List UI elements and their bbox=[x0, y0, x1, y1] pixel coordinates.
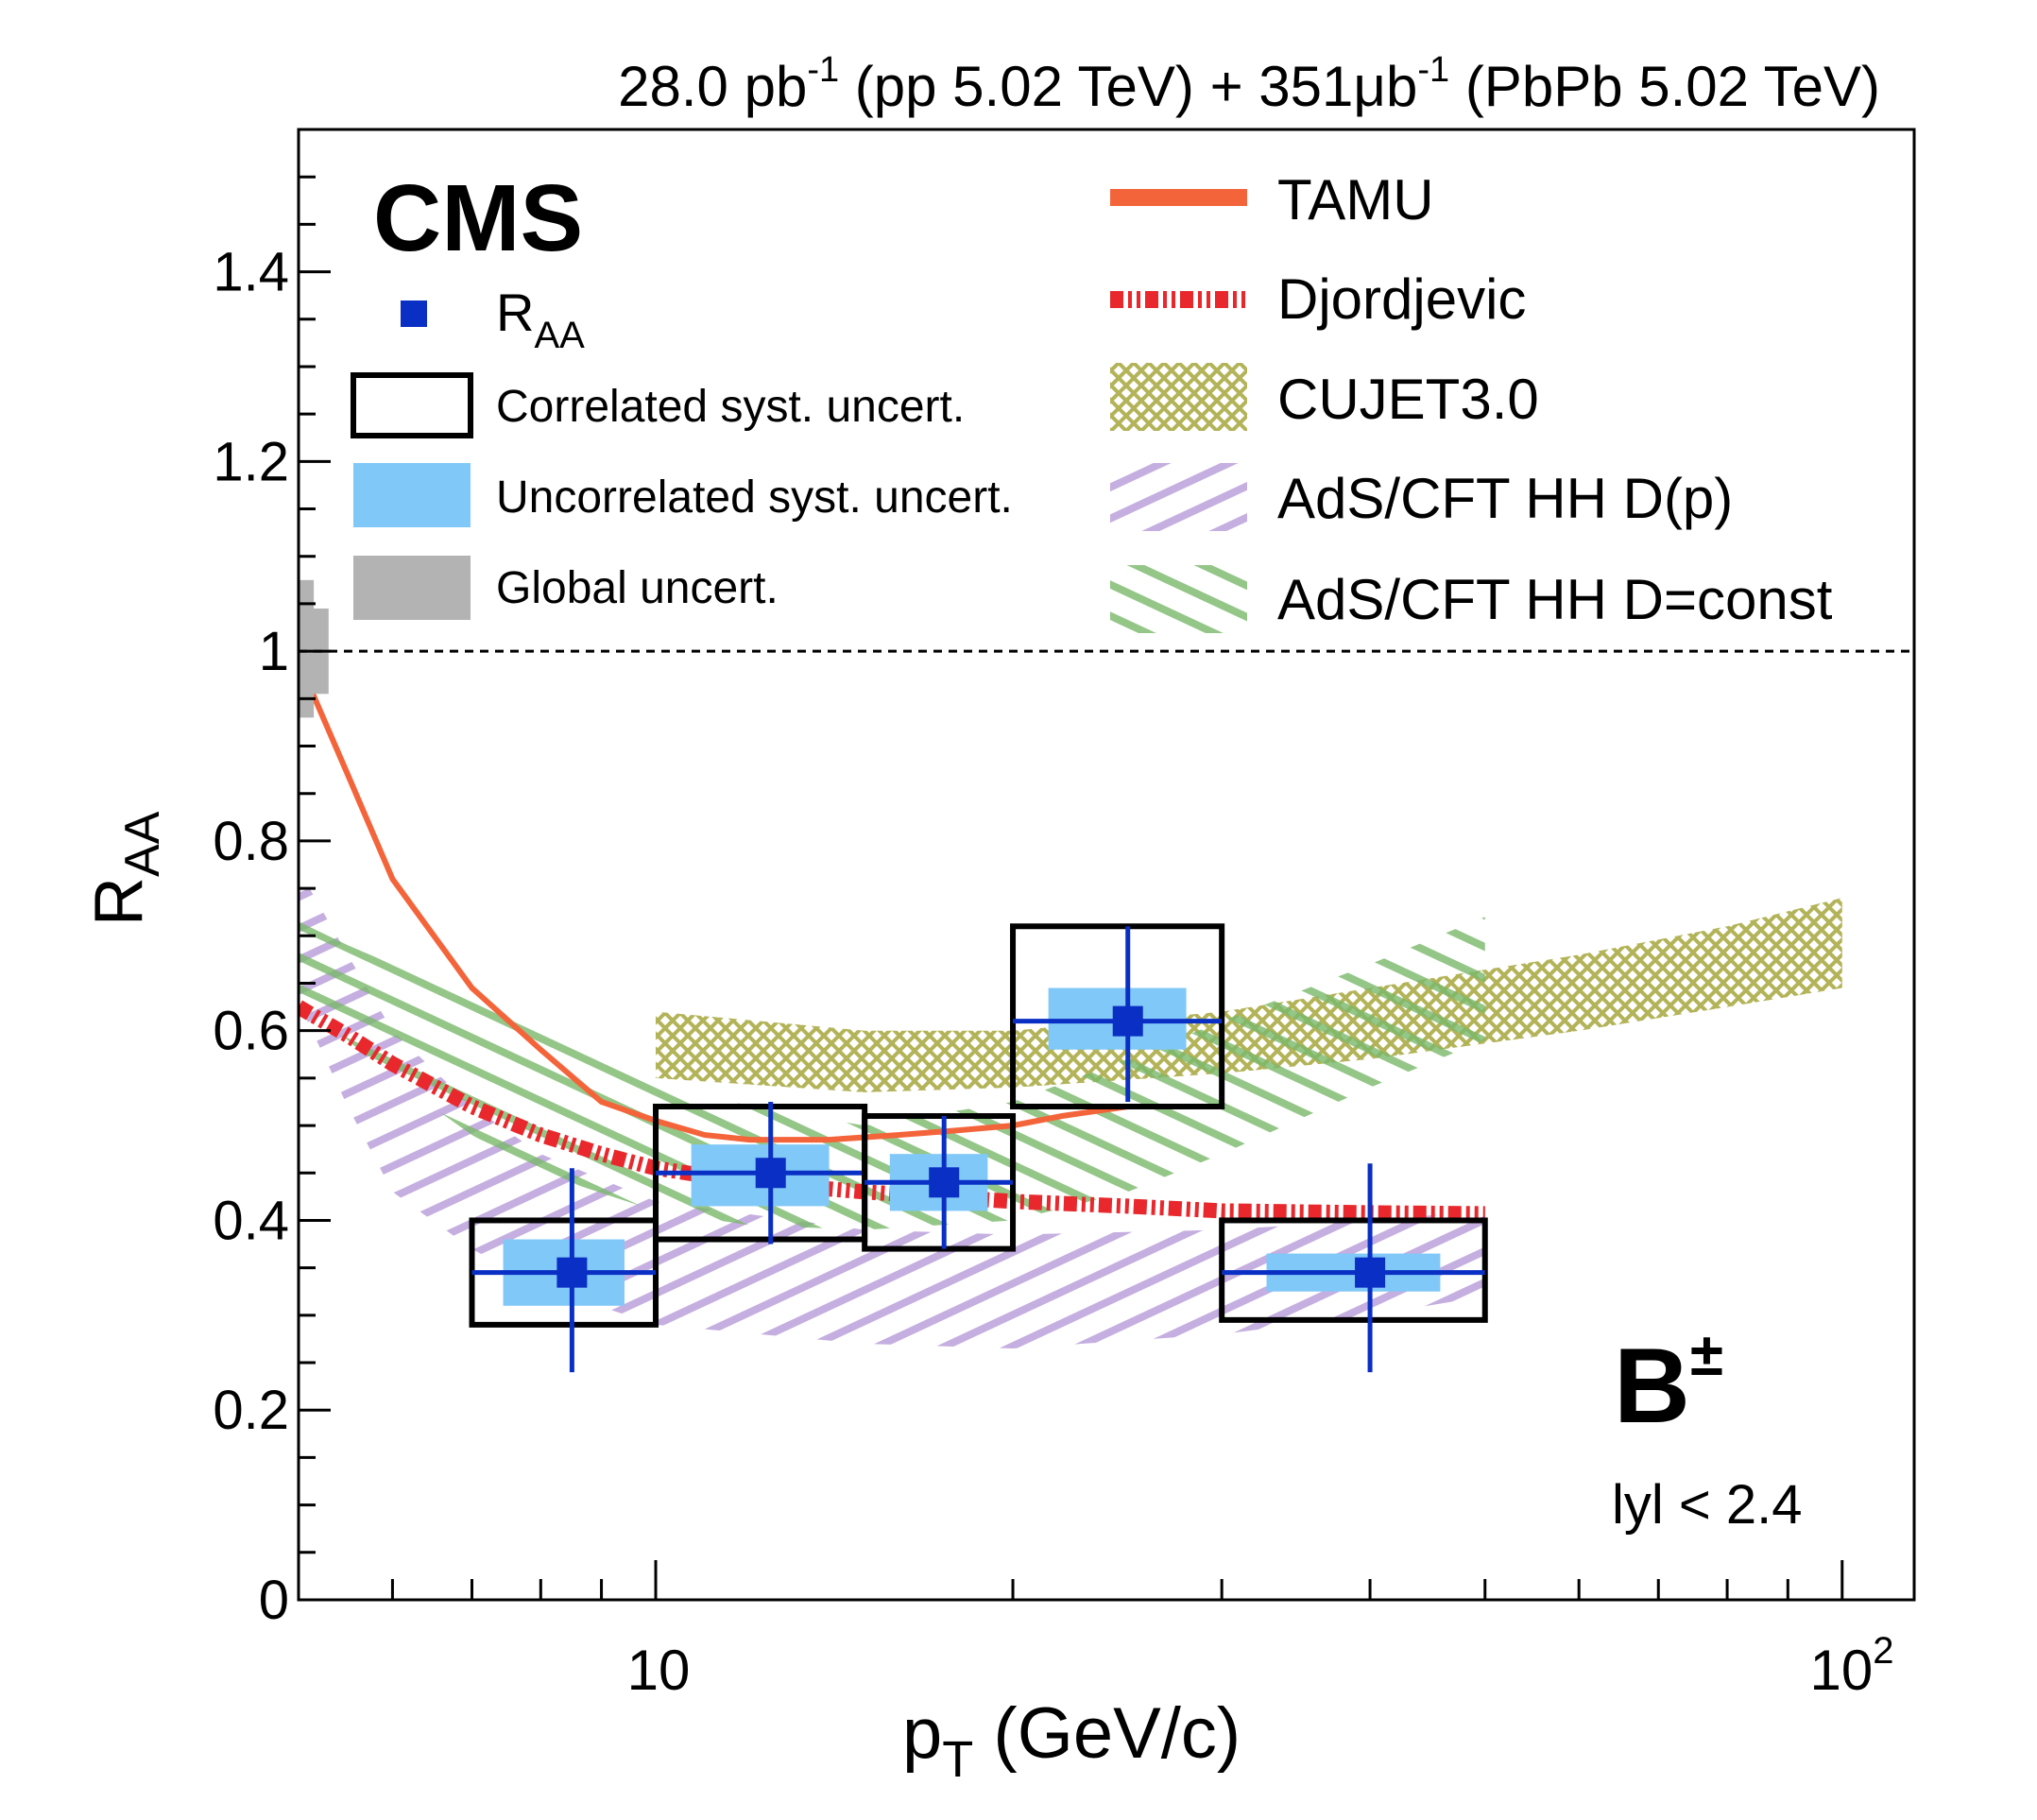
lumi-pp-tail: (pp 5.02 TeV) + 351 bbox=[839, 55, 1353, 118]
particle-charge: ± bbox=[1690, 1320, 1723, 1388]
particle-symbol: B bbox=[1614, 1327, 1690, 1445]
y-tick-label-0: 0 bbox=[259, 1570, 289, 1631]
plot-frame bbox=[297, 128, 1916, 1602]
legend-uncorr-swatch bbox=[353, 463, 471, 527]
data-point-4 bbox=[1355, 1257, 1386, 1288]
cujet-band bbox=[656, 898, 1842, 1092]
y-tick-label-7: 1.4 bbox=[213, 242, 289, 303]
y-tick-label-4: 0.8 bbox=[213, 811, 289, 872]
data-layer bbox=[299, 579, 1488, 1373]
data-point-2 bbox=[929, 1167, 960, 1198]
axis-layer: 0 0.2 0.4 0.6 0.8 1 1.2 1.4 bbox=[213, 175, 1844, 1631]
x-tick-label-10: 10 bbox=[627, 1639, 691, 1702]
x-axis-title-sub: T bbox=[942, 1731, 973, 1788]
x-tick-label-100-base: 10 bbox=[1810, 1639, 1874, 1702]
global-uncert-box-1 bbox=[299, 579, 315, 718]
legend-tamu-swatch bbox=[1110, 189, 1247, 206]
data-point-0 bbox=[556, 1257, 588, 1288]
legend-cujet-swatch bbox=[1110, 363, 1247, 431]
y-tick-label-3: 0.6 bbox=[213, 1001, 289, 1062]
model-layer bbox=[299, 660, 1842, 1348]
legend-raa-main: R bbox=[496, 283, 534, 342]
ads-const-band bbox=[299, 917, 1485, 1230]
y-axis-title-sub: AA bbox=[115, 811, 170, 877]
y-tick-label-6: 1.2 bbox=[213, 431, 289, 492]
legend-raa-sub: AA bbox=[534, 315, 585, 356]
legend-global-label: Global uncert. bbox=[496, 563, 779, 613]
corr-box-3 bbox=[1010, 923, 1225, 1109]
lumi-pbpb-tail: (PbPb 5.02 TeV) bbox=[1449, 55, 1880, 118]
legend-uncorr-label: Uncorrelated syst. uncert. bbox=[496, 472, 1013, 523]
legend-ads-dp-label: AdS/CFT HH D(p) bbox=[1277, 467, 1733, 530]
lumi-pbpb-unit: b bbox=[1386, 55, 1417, 118]
particle-label: B± bbox=[1614, 1320, 1723, 1445]
legend-cujet-label: CUJET3.0 bbox=[1277, 368, 1539, 431]
rapidity-cut-label: lyl < 2.4 bbox=[1612, 1474, 1803, 1536]
y-axis-title-main: R bbox=[81, 877, 157, 926]
cms-label: CMS bbox=[373, 165, 583, 271]
legend-raa-marker bbox=[401, 300, 427, 327]
x-tick-label-100: 102 bbox=[1810, 1630, 1894, 1702]
x-axis-title: pT (GeV/c) bbox=[902, 1693, 1241, 1788]
ads-dp-band bbox=[299, 869, 1485, 1348]
legend-corr-label: Correlated syst. uncert. bbox=[496, 382, 965, 432]
djordjevic-curve bbox=[299, 1000, 1485, 1222]
x-axis-title-main: p bbox=[902, 1693, 942, 1774]
lumi-mu: μ bbox=[1353, 55, 1386, 118]
legend-tamu-label: TAMU bbox=[1277, 168, 1434, 232]
y-tick-label-1: 0.2 bbox=[213, 1380, 289, 1441]
legend-ads-const-swatch bbox=[1110, 565, 1247, 633]
legend-corr-swatch bbox=[351, 372, 473, 438]
x-axis-title-tail: (GeV/c) bbox=[973, 1693, 1241, 1774]
legend-raa-label: RAA bbox=[496, 283, 585, 356]
legend-global-swatch bbox=[353, 556, 471, 620]
legend-ads-const-label: AdS/CFT HH D=const bbox=[1277, 568, 1833, 631]
corr-box-4 bbox=[1219, 1217, 1488, 1323]
legend-ads-dp-swatch bbox=[1110, 463, 1247, 531]
y-tick-label-2: 0.4 bbox=[213, 1190, 289, 1251]
y-axis-title: RAA bbox=[81, 811, 170, 926]
legend-right: TAMU Djordjevic CUJET3.0 AdS/CFT HH D(p)… bbox=[1110, 168, 1833, 633]
tamu-curve bbox=[299, 660, 1187, 1143]
data-point-1 bbox=[755, 1158, 786, 1189]
data-point-3 bbox=[1112, 1005, 1143, 1037]
lumi-pp-exp: -1 bbox=[807, 50, 839, 90]
x-tick-label-100-exp: 2 bbox=[1873, 1630, 1893, 1672]
lumi-pp-text: 28.0 pb bbox=[618, 55, 807, 118]
luminosity-header: 28.0 pb-1 (pp 5.02 TeV) + 351μb-1 (PbPb … bbox=[618, 50, 1880, 118]
legend-left: RAA Correlated syst. uncert. Uncorrelate… bbox=[351, 283, 1013, 620]
lumi-pbpb-exp: -1 bbox=[1417, 50, 1449, 90]
y-tick-label-5: 1 bbox=[259, 621, 289, 682]
legend-djordjevic-label: Djordjevic bbox=[1277, 267, 1526, 331]
